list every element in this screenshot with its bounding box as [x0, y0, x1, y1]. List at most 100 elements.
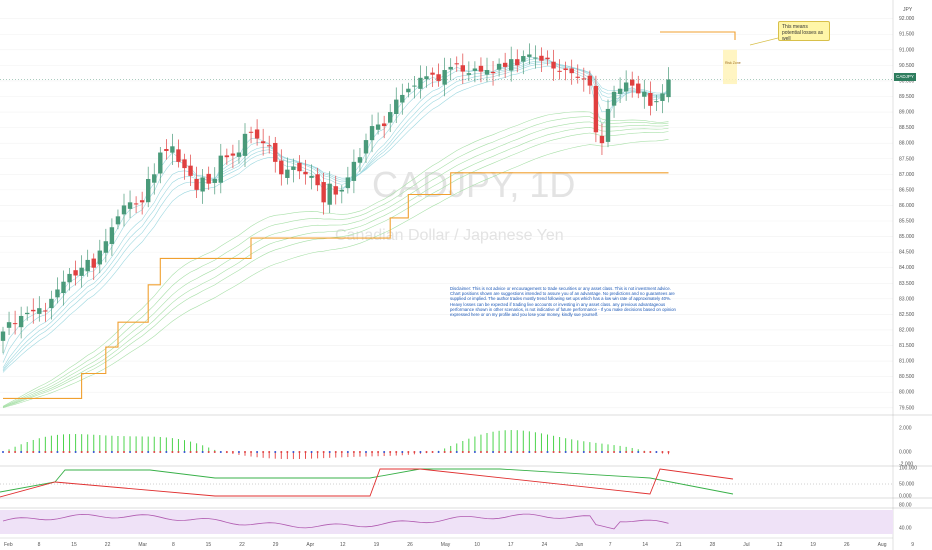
hist-dot — [479, 451, 482, 453]
x-tick-label: 14 — [642, 542, 648, 548]
candle-body — [623, 82, 629, 92]
hist-dot — [473, 451, 476, 453]
candle-body — [176, 149, 181, 162]
hist-dot — [643, 451, 646, 453]
hist-dot — [32, 451, 35, 453]
hist-dot — [455, 451, 458, 453]
ema-slow-35 — [2, 116, 669, 407]
candle-body — [599, 135, 605, 144]
candle-body — [158, 152, 163, 174]
candle-body — [551, 61, 556, 69]
candle-body — [49, 298, 54, 309]
panel3-tick: 0.000 — [899, 494, 912, 500]
hist-dot — [504, 451, 507, 453]
candle-body — [321, 182, 326, 203]
hist-dot — [135, 451, 138, 453]
candle-body — [182, 159, 187, 169]
hist-dot — [177, 451, 180, 453]
hist-dot — [461, 451, 464, 453]
annotation-callout[interactable]: This means potential losses as well — [778, 21, 830, 42]
hist-dot — [68, 451, 71, 453]
hist-dot — [141, 451, 144, 453]
candle-body — [139, 200, 145, 203]
candle-body — [617, 88, 623, 94]
candle-body — [109, 227, 115, 244]
candle-body — [357, 157, 363, 163]
y-tick-label: 87.500 — [899, 156, 915, 162]
hist-dot — [443, 451, 446, 453]
hist-dot — [328, 451, 331, 453]
candle-body — [146, 178, 151, 203]
hist-dot — [286, 451, 289, 453]
candle-body — [484, 70, 490, 75]
hist-dot — [613, 451, 616, 453]
hist-dot — [225, 451, 228, 453]
hist-dot — [498, 451, 501, 453]
hist-dot — [274, 451, 277, 453]
candle-body — [521, 56, 526, 62]
candle-body — [363, 140, 369, 154]
candle-body — [545, 57, 550, 60]
candle-body — [55, 289, 60, 298]
hist-dot — [92, 451, 95, 453]
candle-body — [267, 145, 272, 147]
candle-body — [412, 85, 417, 87]
candle-body — [424, 76, 429, 80]
hist-dot — [661, 451, 664, 453]
hist-dot — [183, 451, 186, 453]
last-price-tag: CADJPY 90.045 — [894, 73, 916, 87]
hist-dot — [298, 451, 301, 453]
y-tick-label: 85.000 — [899, 234, 915, 240]
candle-body — [127, 202, 133, 209]
hist-dot — [231, 451, 234, 453]
x-tick-label: Jul — [743, 542, 749, 548]
x-tick-label: 12 — [777, 542, 783, 548]
candle-body — [115, 216, 121, 225]
x-tick-label: 8 — [172, 542, 175, 548]
candle-body — [309, 175, 314, 178]
candle-body — [605, 108, 611, 142]
disclaimer-text: Disclaimer: This is not advice or encour… — [450, 286, 676, 318]
hist-dot — [492, 451, 495, 453]
candle-body — [575, 76, 580, 78]
candle-body — [381, 123, 387, 127]
hist-dot — [667, 451, 670, 453]
candle-body — [31, 309, 36, 312]
hist-dot — [522, 451, 525, 453]
candle-body — [472, 68, 478, 71]
hist-dot — [552, 451, 555, 453]
hist-dot — [195, 451, 198, 453]
candle-body — [315, 174, 320, 186]
hist-dot — [346, 451, 349, 453]
hist-dot — [207, 451, 210, 453]
ema-slow-50 — [2, 131, 669, 408]
hist-dot — [262, 451, 265, 453]
candle-body — [660, 93, 665, 101]
hist-dot — [582, 451, 585, 453]
hist-dot — [631, 451, 634, 453]
hist-dot — [129, 451, 132, 453]
hist-dot — [449, 451, 452, 453]
x-tick-label: 15 — [206, 542, 212, 548]
hist-dot — [558, 451, 561, 453]
hist-dot — [371, 451, 374, 453]
hist-dot — [352, 451, 355, 453]
candle-body — [539, 55, 544, 61]
overlay: Risk Zone — [0, 31, 893, 85]
hist-dot — [431, 451, 434, 453]
candle-body — [563, 68, 568, 71]
hist-dot — [310, 451, 313, 453]
candle-body — [666, 79, 671, 98]
y-tick-label: 84.000 — [899, 265, 915, 271]
y-tick-label: 88.500 — [899, 125, 915, 131]
time-axis: Feb 8 15 22 Mar 8 15 22 29 Apr 12 19 26 May 10 17 24 Jun 7… — [0, 537, 914, 548]
candle-body — [587, 75, 593, 86]
hist-dot — [171, 451, 174, 453]
x-tick-label: 15 — [71, 542, 77, 548]
candle-body — [164, 149, 169, 151]
x-tick-label: 19 — [810, 542, 816, 548]
candle-body — [496, 63, 502, 70]
candle-body — [200, 177, 205, 192]
hist-dot — [237, 451, 240, 453]
candle-body — [85, 259, 90, 272]
